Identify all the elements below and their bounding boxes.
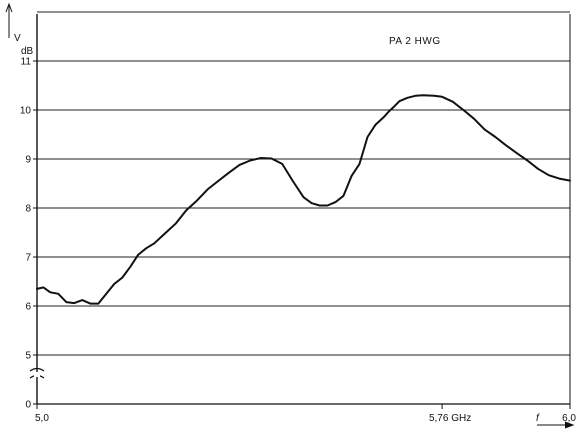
axes	[5, 2, 575, 429]
y-tick-label: 7	[25, 253, 31, 264]
y-axis-arrow-head	[5, 2, 13, 13]
y-tick-label: 6	[25, 302, 31, 313]
x-tick-label: 5,0	[35, 413, 49, 424]
grid	[37, 11, 570, 356]
y-tick-label: 0	[25, 400, 31, 411]
y-tick-label: 9	[25, 155, 31, 166]
y-tick-label: 5	[25, 351, 31, 362]
y-tick-label: 10	[20, 106, 32, 117]
x-axis-arrow-head	[564, 421, 575, 429]
y-axis-break-gap	[34, 372, 40, 377]
x-axis-label: f	[536, 413, 540, 424]
x-tick-labels: 5,0 5,76 GHz 6,0	[35, 404, 576, 424]
x-tick-label: 6,0	[562, 413, 576, 424]
y-axis-unit-db: dB	[21, 46, 34, 57]
series-line-0	[36, 94, 571, 305]
chart-annotation: PA 2 HWG	[389, 36, 441, 47]
y-tick-labels: 0 5 6 7 8 9 10 11	[20, 57, 37, 411]
series-group	[36, 94, 571, 305]
y-axis-unit-v: V	[14, 33, 21, 44]
y-tick-label: 8	[25, 204, 31, 215]
y-tick-label: 11	[21, 57, 32, 68]
x-tick-label: 5,76 GHz	[429, 413, 471, 424]
